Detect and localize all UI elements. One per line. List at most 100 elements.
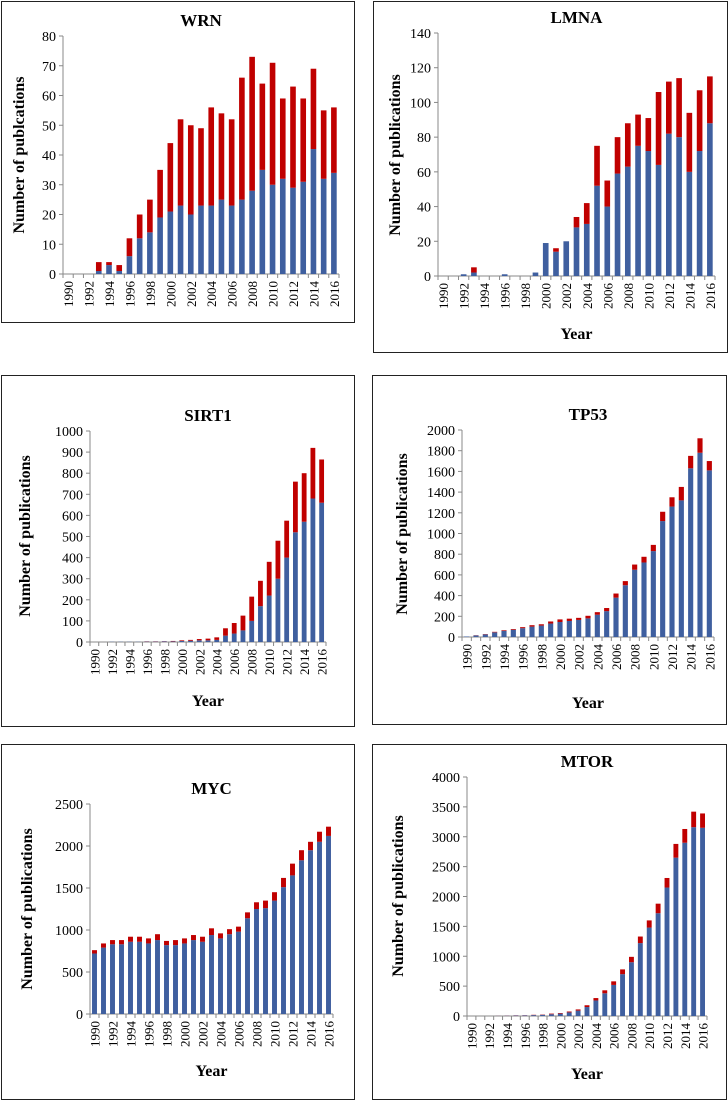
bar-red-2010 bbox=[272, 892, 277, 901]
bar-blue-2007 bbox=[620, 974, 625, 1016]
y-tick-label: 700 bbox=[62, 488, 83, 503]
bar-red-2001 bbox=[188, 639, 193, 641]
bar-blue-2014 bbox=[310, 149, 317, 274]
chart-svg-myc: MYC 0 500 1000 1500 2000 2500 1990 1992 1994 1996 1… bbox=[19, 779, 337, 1080]
x-tick-label: 2002 bbox=[571, 1023, 586, 1049]
x-tick-label: 1996 bbox=[498, 283, 513, 310]
bar-red-2004 bbox=[583, 203, 590, 224]
x-tick-label: 1998 bbox=[534, 644, 549, 670]
bar-red-2001 bbox=[566, 1011, 572, 1013]
bar-red-2007 bbox=[240, 615, 246, 631]
bar-red-2009 bbox=[259, 83, 266, 170]
bar-red-1999 bbox=[173, 940, 178, 946]
bar-blue-2008 bbox=[249, 190, 255, 274]
chart-panel-lmna: LMNA 0 20 40 60 80 100 120 140 1990 1992 1994 1996 19… bbox=[373, 1, 728, 353]
bar-blue-2002 bbox=[187, 214, 194, 274]
bar-blue-2002 bbox=[200, 941, 205, 1014]
bar-blue-2009 bbox=[259, 169, 266, 274]
x-tick-label: 2012 bbox=[665, 644, 680, 670]
bar-blue-2008 bbox=[629, 962, 634, 1016]
x-tick-label: 2016 bbox=[327, 281, 342, 308]
bar-red-2001 bbox=[177, 119, 184, 206]
bar-red-2015 bbox=[696, 90, 703, 152]
y-tick-label: 600 bbox=[62, 509, 83, 524]
chart-svg-mtor: MTOR 0 500 1000 1500 2000 2500 3000 3500 4000 1990… bbox=[390, 752, 711, 1083]
y-tick-label: 100 bbox=[62, 615, 83, 630]
bar-red-2010 bbox=[269, 62, 276, 185]
bar-blue-1998 bbox=[538, 625, 544, 637]
bar-blue-1994 bbox=[128, 941, 133, 1014]
chart-title: TP53 bbox=[569, 405, 608, 424]
bar-red-2006 bbox=[231, 623, 237, 634]
y-tick-label: 80 bbox=[42, 30, 56, 45]
bar-blue-1996 bbox=[126, 256, 133, 274]
chart-panel-wrn: WRN 0 10 20 30 40 50 60 70 80 1990 1992 1994 1996 1998… bbox=[1, 1, 355, 323]
bar-red-2008 bbox=[629, 956, 634, 963]
bar-blue-2014 bbox=[308, 850, 313, 1014]
y-axis-title: Number of publications bbox=[387, 74, 404, 236]
bar-blue-2001 bbox=[566, 1012, 572, 1016]
bar-blue-2015 bbox=[696, 151, 703, 276]
bar-red-1997 bbox=[136, 214, 143, 239]
bar-red-2015 bbox=[317, 831, 322, 842]
bar-blue-2007 bbox=[614, 173, 621, 276]
bar-blue-2000 bbox=[182, 943, 187, 1014]
bar-red-2007 bbox=[620, 969, 625, 975]
bar-red-2016 bbox=[707, 76, 713, 124]
x-tick-label: 1990 bbox=[460, 644, 475, 670]
x-axis-title: Year bbox=[192, 693, 224, 710]
bar-red-1999 bbox=[549, 1013, 554, 1015]
bar-blue-2013 bbox=[676, 137, 682, 276]
bar-blue-2002 bbox=[563, 241, 570, 276]
bar-red-1999 bbox=[548, 621, 554, 624]
y-tick-label: 60 bbox=[417, 166, 431, 181]
x-tick-label: 2000 bbox=[163, 281, 178, 307]
x-tick-label: 1998 bbox=[536, 1023, 551, 1049]
chart-title: WRN bbox=[180, 11, 222, 30]
y-tick-label: 3500 bbox=[432, 801, 460, 816]
bar-blue-2005 bbox=[594, 185, 600, 276]
x-tick-label: 1998 bbox=[160, 1021, 175, 1047]
bar-blue-1995 bbox=[510, 629, 516, 637]
bar-red-2007 bbox=[622, 581, 628, 586]
x-tick-label: 2014 bbox=[304, 1021, 319, 1048]
bar-red-2012 bbox=[664, 877, 670, 888]
bar-red-2004 bbox=[218, 933, 223, 939]
bar-blue-1999 bbox=[173, 945, 178, 1014]
bar-blue-2009 bbox=[641, 562, 647, 637]
x-tick-label: 1996 bbox=[142, 1021, 157, 1048]
bar-blue-1997 bbox=[136, 238, 143, 274]
x-tick-label: 2016 bbox=[322, 1021, 337, 1048]
bar-blue-1997 bbox=[531, 1015, 537, 1016]
x-tick-label: 1992 bbox=[105, 649, 120, 675]
x-axis-title: Year bbox=[572, 695, 604, 712]
x-tick-label: 2012 bbox=[660, 1023, 675, 1049]
bar-blue-2009 bbox=[637, 943, 643, 1016]
x-tick-label: 2008 bbox=[624, 1023, 639, 1049]
bar-blue-2003 bbox=[584, 1007, 590, 1016]
bar-red-2013 bbox=[676, 78, 682, 138]
bar-blue-1990 bbox=[464, 636, 470, 637]
bar-blue-2012 bbox=[664, 887, 670, 1016]
bar-blue-2016 bbox=[707, 123, 713, 276]
x-tick-label: 1998 bbox=[157, 649, 172, 675]
bar-blue-1999 bbox=[548, 623, 554, 637]
bar-blue-2000 bbox=[167, 211, 174, 274]
bar-red-2015 bbox=[320, 110, 327, 179]
x-tick-label: 2004 bbox=[214, 1021, 229, 1048]
bar-blue-1994 bbox=[106, 265, 112, 274]
bar-blue-2004 bbox=[583, 223, 590, 276]
bar-red-2006 bbox=[604, 180, 611, 207]
y-tick-label: 800 bbox=[434, 548, 455, 563]
bar-blue-2010 bbox=[266, 595, 272, 642]
bar-red-2013 bbox=[673, 843, 679, 858]
bar-red-2005 bbox=[604, 608, 610, 612]
bar-red-2005 bbox=[227, 929, 232, 935]
bar-blue-2001 bbox=[177, 205, 184, 274]
x-tick-label: 2006 bbox=[232, 1021, 247, 1048]
y-tick-label: 0 bbox=[453, 1010, 460, 1025]
x-tick-label: 2008 bbox=[621, 283, 636, 309]
bar-blue-2013 bbox=[673, 857, 679, 1016]
bar-red-1998 bbox=[538, 624, 544, 626]
bar-blue-1995 bbox=[137, 941, 142, 1014]
